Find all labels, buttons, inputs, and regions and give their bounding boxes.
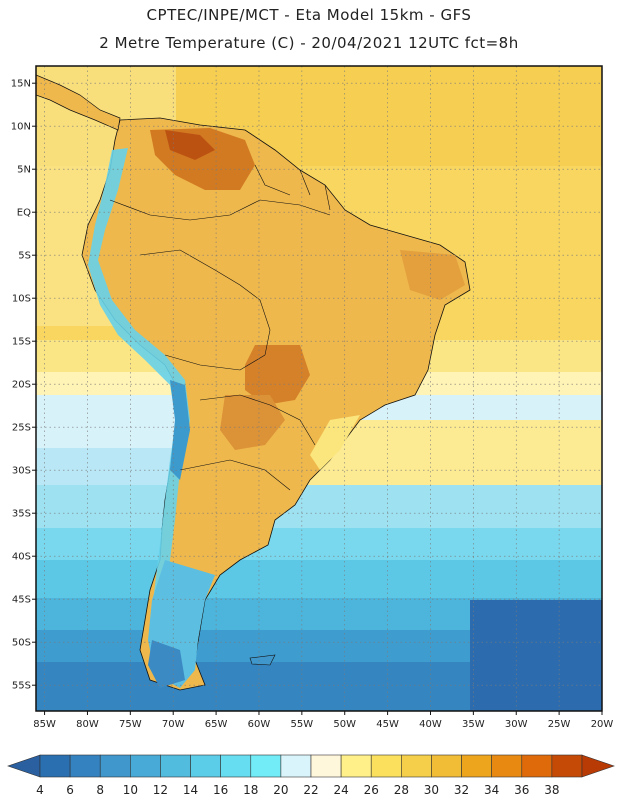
lat-label: 45S	[12, 595, 31, 606]
colorbar-swatch	[160, 754, 191, 778]
colorbar-label: 32	[454, 783, 469, 797]
lon-label: 20W	[591, 719, 614, 730]
map-plot-area	[36, 66, 602, 711]
lon-label: 60W	[248, 719, 271, 730]
ocean-band-14c	[36, 560, 602, 600]
andes-high-peaks	[170, 380, 190, 480]
colorbar-swatch	[340, 754, 372, 778]
colorbar-label: 12	[153, 783, 168, 797]
colorbar-label: 30	[424, 783, 439, 797]
colorbar-swatch	[401, 754, 432, 778]
colorbar-swatch	[431, 754, 462, 778]
colorbar-swatch	[99, 754, 131, 778]
lat-label: 30S	[12, 466, 31, 477]
map-frame	[35, 65, 603, 712]
falkland-islands	[249, 654, 276, 666]
lon-label: 75W	[119, 719, 142, 730]
colorbar-swatch	[461, 754, 492, 778]
colorbar-swatch	[220, 754, 252, 778]
tierra-del-fuego-cold	[148, 640, 185, 688]
lon-label: 50W	[333, 719, 356, 730]
colorbar-swatch	[250, 754, 282, 778]
southeast-cool-region	[310, 415, 360, 470]
ocean-band-6c	[470, 600, 602, 711]
chaco-hot-region	[220, 395, 285, 450]
lat-label: 5N	[17, 165, 31, 176]
lat-label: 50S	[12, 638, 31, 649]
temperature-colorbar: 4 6 8 10 12 14 16 18 20 22 24 26 28 30 32 34 36 38	[7, 754, 615, 797]
lat-label: 20S	[12, 380, 31, 391]
lat-label: 10N	[11, 122, 31, 133]
colorbar-swatch	[69, 754, 101, 778]
colorbar-label: 4	[36, 783, 44, 797]
colorbar-label: 28	[394, 783, 409, 797]
colorbar-label: 18	[243, 783, 258, 797]
lat-label: 40S	[12, 552, 31, 563]
colorbar-label: 24	[333, 783, 348, 797]
colorbar-label: 14	[183, 783, 198, 797]
pantanal-hot-region	[245, 345, 310, 405]
lon-label: 40W	[419, 719, 442, 730]
colorbar-swatch	[310, 754, 342, 778]
lon-label: 30W	[505, 719, 528, 730]
map-title-line2: 2 Metre Temperature (C) - 20/04/2021 12U…	[99, 34, 519, 52]
lat-label: EQ	[17, 208, 31, 219]
lat-label: 55S	[12, 681, 31, 692]
colorbar-swatch	[370, 754, 402, 778]
lat-label: 5S	[18, 251, 31, 262]
colorbar-high-arrow	[581, 754, 615, 778]
northeast-warm-region	[400, 250, 465, 300]
colorbar-swatch	[491, 754, 523, 778]
latitude-labels: 15N 10N 5N EQ 5S 10S 15S 20S 25S 30S 35S 40S 45S 50S 5…	[11, 79, 31, 692]
lat-label: 35S	[12, 509, 31, 520]
pacific-band-19c	[36, 448, 176, 488]
lon-label: 55W	[291, 719, 314, 730]
country-borders	[109, 164, 331, 491]
lon-label: 65W	[205, 719, 228, 730]
lon-label: 80W	[76, 719, 99, 730]
lon-label: 25W	[548, 719, 571, 730]
colorbar-swatch	[190, 754, 221, 778]
ocean-band-18c	[36, 485, 602, 530]
colorbar-label: 34	[484, 783, 499, 797]
lon-label: 70W	[162, 719, 185, 730]
colorbar-label: 20	[273, 783, 288, 797]
colorbar-label: 16	[213, 783, 228, 797]
lon-label: 85W	[33, 719, 56, 730]
colorbar-swatch	[551, 754, 583, 778]
colorbar-label: 38	[544, 783, 559, 797]
colorbar-swatch	[130, 754, 161, 778]
venezuela-hottest-region	[165, 130, 215, 160]
colorbar-label: 6	[66, 783, 74, 797]
colorbar-low-arrow	[7, 754, 41, 778]
colorbar-swatch	[521, 754, 553, 778]
map-title-line1: CPTEC/INPE/MCT - Eta Model 15km - GFS	[146, 6, 472, 24]
lat-label: 15S	[12, 337, 31, 348]
lat-label: 10S	[12, 294, 31, 305]
longitude-labels: 85W 80W 75W 70W 65W 60W 55W 50W 45W 40W 35W 30W 25W 2…	[33, 719, 613, 730]
lat-label: 25S	[12, 423, 31, 434]
colorbar-label: 26	[364, 783, 379, 797]
colorbar-label: 36	[514, 783, 529, 797]
colorbar-label: 8	[96, 783, 104, 797]
colorbar-swatch	[39, 754, 71, 778]
lon-label: 35W	[462, 719, 485, 730]
lat-label: 15N	[11, 79, 31, 90]
central-america-landmass	[36, 74, 121, 131]
colorbar-swatch	[280, 754, 312, 778]
andes-cold-ridge	[88, 148, 190, 650]
colorbar-label: 10	[123, 783, 138, 797]
lon-label: 45W	[376, 719, 399, 730]
ocean-band-16c	[36, 528, 602, 563]
colorbar-label: 22	[303, 783, 318, 797]
